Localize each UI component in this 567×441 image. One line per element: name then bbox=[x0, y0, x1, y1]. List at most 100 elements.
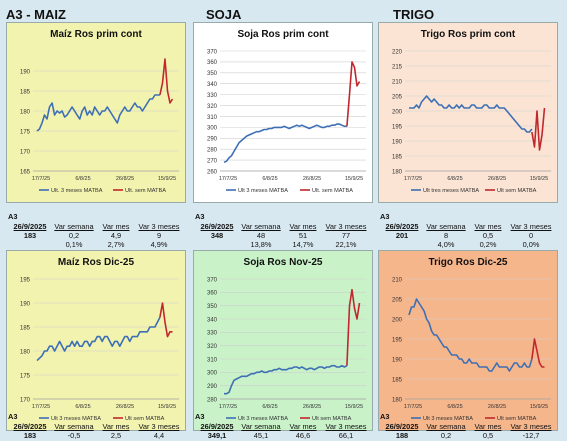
x-tick-label: 26/8/25 bbox=[116, 176, 134, 182]
value-var-3-meses: -12,7 bbox=[522, 431, 540, 440]
y-tick-label: 205 bbox=[392, 94, 403, 100]
x-tick-label: 26/8/25 bbox=[303, 176, 321, 182]
x-tick-label: 17/7/25 bbox=[219, 176, 237, 182]
line-chart: 165 170 175 180 185 190 17/7/25 6/8/25 26/8/25 15… bbox=[20, 58, 179, 194]
line-chart: 260 270 280 290 300 310 320 330 340 350 360 370 17/7… bbox=[207, 49, 366, 194]
y-tick-label: 290 bbox=[207, 137, 218, 143]
pct-var-3-meses: 22,1% bbox=[335, 240, 357, 249]
value-var-semana: 0,2 bbox=[68, 231, 80, 240]
series-line-3-months bbox=[223, 123, 347, 164]
header-var-semana: Var semana bbox=[54, 422, 94, 431]
x-tick-label: 6/8/25 bbox=[262, 176, 277, 182]
stats-price: 348 bbox=[210, 231, 224, 240]
x-tick-label: 6/8/25 bbox=[75, 404, 90, 410]
pct-var-semana: 0,1% bbox=[65, 240, 83, 249]
y-tick-label: 330 bbox=[207, 93, 218, 99]
x-tick-label: 15/9/25 bbox=[530, 176, 548, 182]
y-tick-label: 370 bbox=[207, 277, 218, 283]
header-var-semana: Var semana bbox=[426, 422, 466, 431]
y-tick-label: 215 bbox=[392, 64, 403, 70]
legend-label: Ult 3 meses MATBA bbox=[423, 416, 473, 422]
series-line-last-week bbox=[346, 61, 361, 127]
section-title-trigo: TRIGO bbox=[393, 7, 435, 22]
value-var-semana: 45,1 bbox=[253, 431, 269, 440]
header-var-3-meses: Var 3 meses bbox=[325, 222, 367, 231]
legend-label: Ult sem MATBA bbox=[497, 416, 537, 422]
value-var-semana: -0,5 bbox=[67, 431, 81, 440]
y-tick-label: 165 bbox=[20, 169, 31, 175]
y-tick-label: 350 bbox=[207, 71, 218, 77]
series-line-last-week bbox=[346, 288, 361, 366]
y-tick-label: 290 bbox=[207, 384, 218, 390]
y-tick-label: 320 bbox=[207, 344, 218, 350]
y-tick-label: 190 bbox=[392, 357, 403, 363]
y-tick-label: 280 bbox=[207, 147, 218, 153]
value-var-semana: 8 bbox=[443, 231, 449, 240]
legend-label: Ult 3 meses MATBA bbox=[238, 188, 288, 194]
stats-price: 183 bbox=[23, 431, 37, 440]
y-tick-label: 205 bbox=[392, 297, 403, 303]
series-line-3-months bbox=[224, 364, 348, 395]
y-tick-label: 180 bbox=[20, 109, 31, 115]
stats-price: 188 bbox=[395, 431, 409, 440]
header-var-mes: Var mes bbox=[289, 422, 317, 431]
legend-label: Ult 3 meses MATBA bbox=[51, 416, 101, 422]
y-tick-label: 190 bbox=[392, 139, 403, 145]
line-chart: 280 290 300 310 320 330 340 350 360 370 17/7/25 6/8… bbox=[207, 277, 366, 422]
y-tick-label: 175 bbox=[20, 373, 31, 379]
series-line-last-week bbox=[159, 58, 174, 104]
y-tick-label: 340 bbox=[207, 82, 218, 88]
pct-var-3-meses: 0,0% bbox=[522, 240, 540, 249]
a3-label: A3 bbox=[380, 412, 390, 421]
x-tick-label: 26/8/25 bbox=[488, 176, 506, 182]
pct-var-3-meses: 4,9% bbox=[150, 240, 168, 249]
x-tick-label: 26/8/25 bbox=[303, 404, 321, 410]
header-var-semana: Var semana bbox=[241, 422, 281, 431]
y-tick-label: 190 bbox=[20, 69, 31, 75]
header-var-semana: Var semana bbox=[426, 222, 466, 231]
series-line-3-months bbox=[409, 95, 533, 133]
a3-label: A3 bbox=[195, 212, 205, 221]
y-tick-label: 310 bbox=[207, 115, 218, 121]
value-var-semana: 0,2 bbox=[440, 431, 452, 440]
section-title-maiz: A3 - MAIZ bbox=[6, 7, 66, 22]
pct-var-semana: 13,8% bbox=[250, 240, 272, 249]
y-tick-label: 175 bbox=[20, 129, 31, 135]
chart-title: Trigo Ros Dic-25 bbox=[428, 257, 508, 268]
stats-price: 183 bbox=[23, 231, 37, 240]
header-var-mes: Var mes bbox=[102, 222, 130, 231]
value-var-3-meses: 66,1 bbox=[338, 431, 354, 440]
x-tick-label: 15/9/25 bbox=[158, 176, 176, 182]
value-var-3-meses: 9 bbox=[156, 231, 162, 240]
chart-title: Soja Ros Nov-25 bbox=[243, 257, 323, 268]
chart-panel: Maíz Ros Dic-25 170 175 180 185 190 195 17/7/25… bbox=[6, 250, 186, 431]
value-var-mes: 51 bbox=[298, 231, 308, 240]
x-tick-label: 26/8/25 bbox=[488, 404, 506, 410]
value-var-mes: 0,5 bbox=[482, 231, 494, 240]
line-chart: 180 185 190 195 200 205 210 17/7/25 6/8/25 26/8/2… bbox=[392, 277, 551, 422]
x-tick-label: 6/8/25 bbox=[447, 404, 462, 410]
stats-date: 26/9/2025 bbox=[13, 422, 47, 431]
x-tick-label: 17/7/25 bbox=[32, 176, 50, 182]
a3-label: A3 bbox=[8, 212, 18, 221]
y-tick-label: 340 bbox=[207, 317, 218, 323]
x-tick-label: 15/9/25 bbox=[345, 176, 363, 182]
x-tick-label: 15/9/25 bbox=[158, 404, 176, 410]
y-tick-label: 170 bbox=[20, 149, 31, 155]
y-tick-label: 320 bbox=[207, 104, 218, 110]
series-line-last-week bbox=[159, 302, 173, 338]
chart-panel: Soja Ros Nov-25 280 290 300 310 320 330 340 350 3… bbox=[193, 250, 373, 431]
value-var-mes: 4,9 bbox=[110, 231, 122, 240]
x-tick-label: 6/8/25 bbox=[262, 404, 277, 410]
a3-label: A3 bbox=[195, 412, 205, 421]
chart-title: Maíz Ros Dic-25 bbox=[57, 257, 135, 268]
pct-var-semana: 4,0% bbox=[437, 240, 455, 249]
y-tick-label: 350 bbox=[207, 304, 218, 310]
header-var-mes: Var mes bbox=[474, 222, 502, 231]
legend-label: Ult tres meses MATBA bbox=[423, 188, 479, 194]
y-tick-label: 200 bbox=[392, 317, 403, 323]
header-var-mes: Var mes bbox=[102, 422, 130, 431]
x-tick-label: 17/7/25 bbox=[32, 404, 50, 410]
legend-label: Ult sem MATBA bbox=[497, 188, 537, 194]
stats-date: 26/9/2025 bbox=[200, 222, 234, 231]
